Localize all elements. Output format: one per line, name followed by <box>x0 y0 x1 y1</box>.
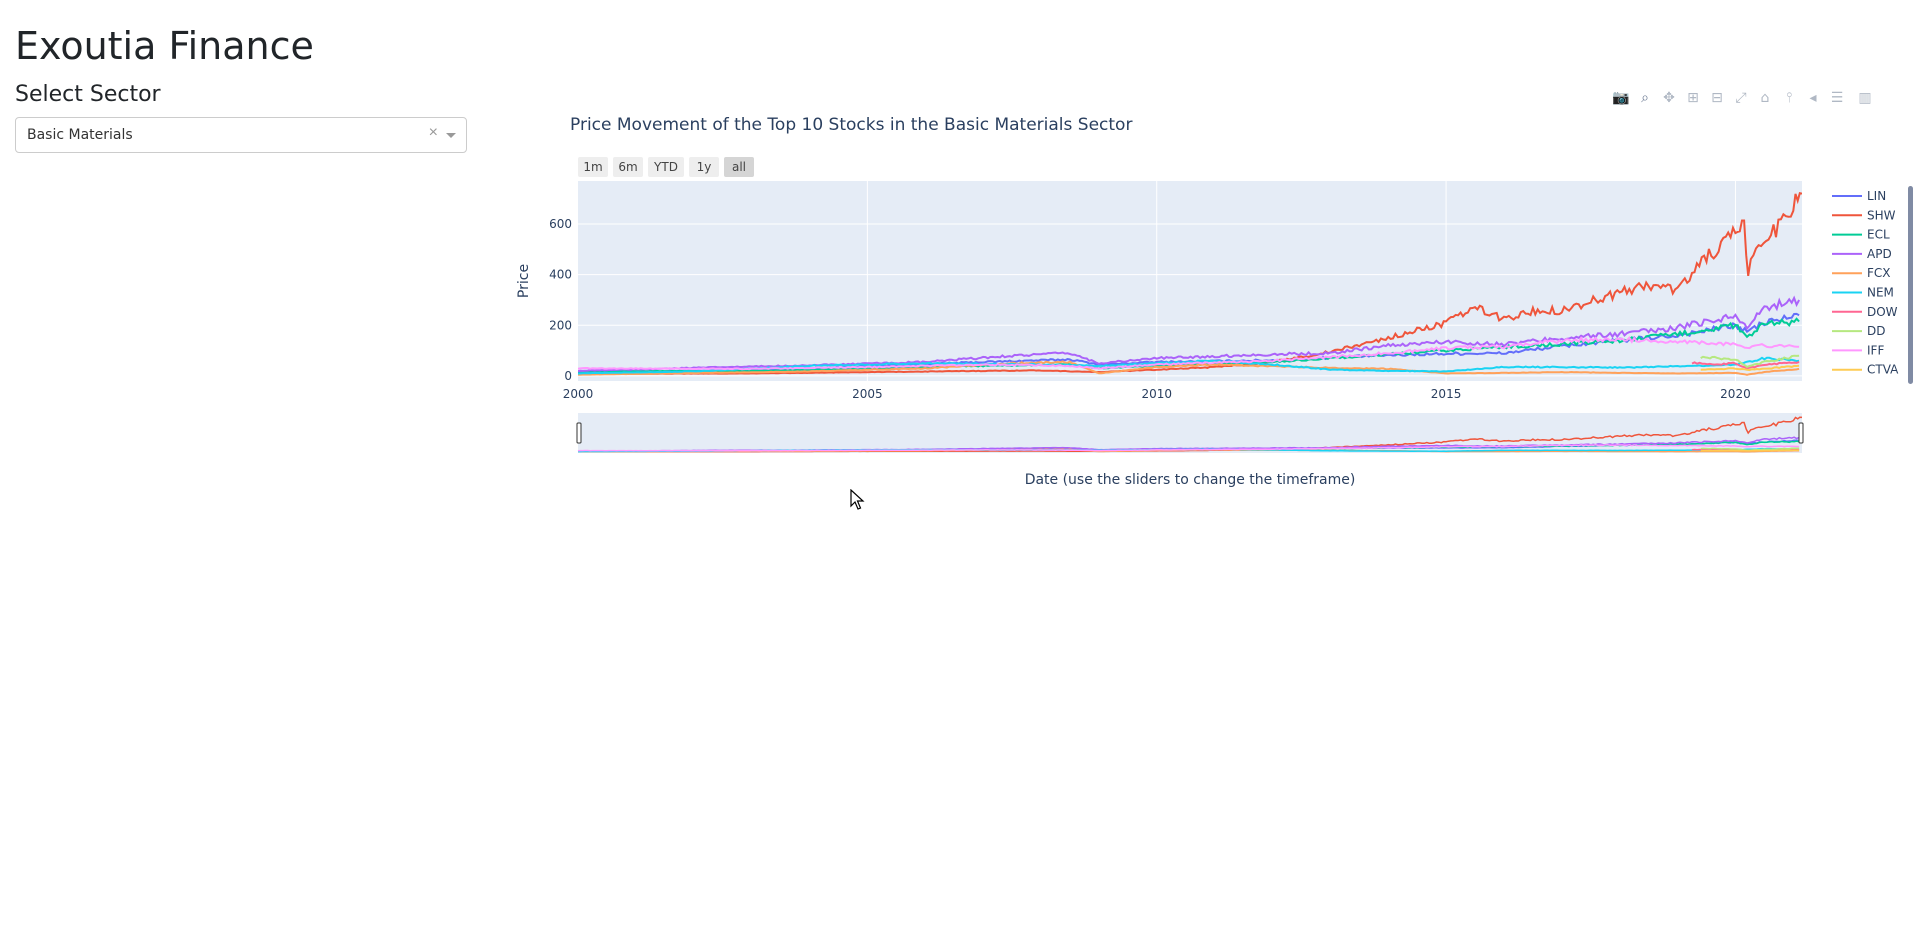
legend-label: DD <box>1867 324 1885 338</box>
range-button-all[interactable]: all <box>724 157 754 177</box>
slider-line-iff <box>577 444 1800 452</box>
y-tick-label: 0 <box>564 369 572 383</box>
legend-item-lin[interactable]: LIN <box>1832 189 1886 203</box>
slider-right-handle[interactable] <box>1798 422 1804 444</box>
legend-label: CTVA <box>1867 363 1899 377</box>
x-tick-label: 2005 <box>852 387 883 401</box>
legend-item-dd[interactable]: DD <box>1832 324 1885 338</box>
range-button-ytd[interactable]: YTD <box>648 157 684 177</box>
range-button-label: 1m <box>583 160 602 174</box>
y-tick-label: 600 <box>549 217 572 231</box>
legend-label: FCX <box>1867 266 1891 280</box>
chevron-down-icon[interactable] <box>446 133 456 138</box>
spike-lines-icon[interactable]: ⫯ <box>1785 90 1793 106</box>
sector-dropdown[interactable]: Basic Materials × <box>15 117 467 153</box>
legend-item-dow[interactable]: DOW <box>1832 305 1898 319</box>
legend-label: IFF <box>1867 343 1884 357</box>
pan-icon[interactable]: ✥ <box>1663 90 1675 106</box>
y-tick-label: 400 <box>549 268 572 282</box>
camera-icon[interactable]: 📷 <box>1612 90 1630 106</box>
range-slider-track[interactable] <box>578 413 1802 453</box>
y-axis-label: Price <box>516 264 532 298</box>
zoom-in-icon[interactable]: ⊞ <box>1687 90 1699 106</box>
range-selector: 1m 6m YTD 1y all <box>578 157 754 177</box>
legend-label: APD <box>1867 247 1892 261</box>
slider-left-handle[interactable] <box>576 422 582 444</box>
series-line-ctva[interactable] <box>1700 364 1800 372</box>
legend-item-ecl[interactable]: ECL <box>1832 228 1890 242</box>
legend-item-fcx[interactable]: FCX <box>1832 266 1891 280</box>
range-button-label: 1y <box>697 160 712 174</box>
y-axis: 0 200 400 600 <box>549 217 572 383</box>
legend-scrollbar[interactable] <box>1908 186 1913 384</box>
hover-closest-icon[interactable]: ◂ <box>1809 90 1817 106</box>
reset-axes-icon[interactable]: ⌂ <box>1760 90 1770 106</box>
range-button-6m[interactable]: 6m <box>613 157 643 177</box>
zoom-icon[interactable]: ⌕ <box>1641 90 1649 106</box>
x-tick-label: 2010 <box>1141 387 1172 401</box>
legend-label: NEM <box>1867 286 1894 300</box>
legend-item-iff[interactable]: IFF <box>1832 343 1884 357</box>
range-button-label: all <box>732 160 746 174</box>
legend-label: SHW <box>1867 208 1896 222</box>
legend-label: ECL <box>1867 228 1890 242</box>
x-tick-label: 2020 <box>1720 387 1751 401</box>
mouse-cursor-icon <box>850 489 865 510</box>
x-tick-label: 2000 <box>563 387 594 401</box>
range-slider[interactable] <box>576 413 1804 453</box>
sector-selected-value: Basic Materials <box>27 127 133 143</box>
autoscale-icon[interactable]: ⤢ <box>1735 90 1747 106</box>
series-lines <box>578 192 1802 376</box>
legend-item-shw[interactable]: SHW <box>1832 208 1896 222</box>
range-button-label: YTD <box>653 160 678 174</box>
chart-title: Price Movement of the Top 10 Stocks in t… <box>570 115 1132 135</box>
series-line-fcx[interactable] <box>578 360 1800 376</box>
hover-compare-icon[interactable]: ☰ <box>1830 90 1844 106</box>
x-axis: 2000 2005 2010 2015 2020 <box>563 387 1751 401</box>
legend: LIN SHW ECL APD FCX NEM DOW DD IFF CTVA <box>1832 186 1913 384</box>
clear-icon[interactable]: × <box>428 124 438 141</box>
sector-label: Select Sector <box>15 82 161 107</box>
x-axis-label: Date (use the sliders to change the time… <box>1025 472 1356 488</box>
app-title: Exoutia Finance <box>15 24 314 68</box>
legend-label: DOW <box>1867 305 1898 319</box>
x-tick-label: 2015 <box>1431 387 1462 401</box>
legend-item-nem[interactable]: NEM <box>1832 286 1894 300</box>
legend-item-ctva[interactable]: CTVA <box>1832 363 1899 377</box>
range-button-1y[interactable]: 1y <box>689 157 719 177</box>
series-line-dd[interactable] <box>1700 354 1800 369</box>
grid-lines <box>578 181 1802 381</box>
y-tick-label: 200 <box>549 318 572 332</box>
zoom-out-icon[interactable]: ⊟ <box>1711 90 1723 106</box>
series-line-iff[interactable] <box>578 336 1800 371</box>
range-button-label: 6m <box>618 160 637 174</box>
plot-area[interactable] <box>578 181 1802 381</box>
range-button-1m[interactable]: 1m <box>578 157 608 177</box>
legend-label: LIN <box>1867 189 1886 203</box>
slider-line-ctva <box>1700 449 1800 452</box>
series-line-dow[interactable] <box>1691 361 1800 370</box>
legend-item-apd[interactable]: APD <box>1832 247 1892 261</box>
plotly-logo-icon[interactable]: ▥ <box>1858 90 1872 106</box>
series-line-shw[interactable] <box>578 192 1802 376</box>
